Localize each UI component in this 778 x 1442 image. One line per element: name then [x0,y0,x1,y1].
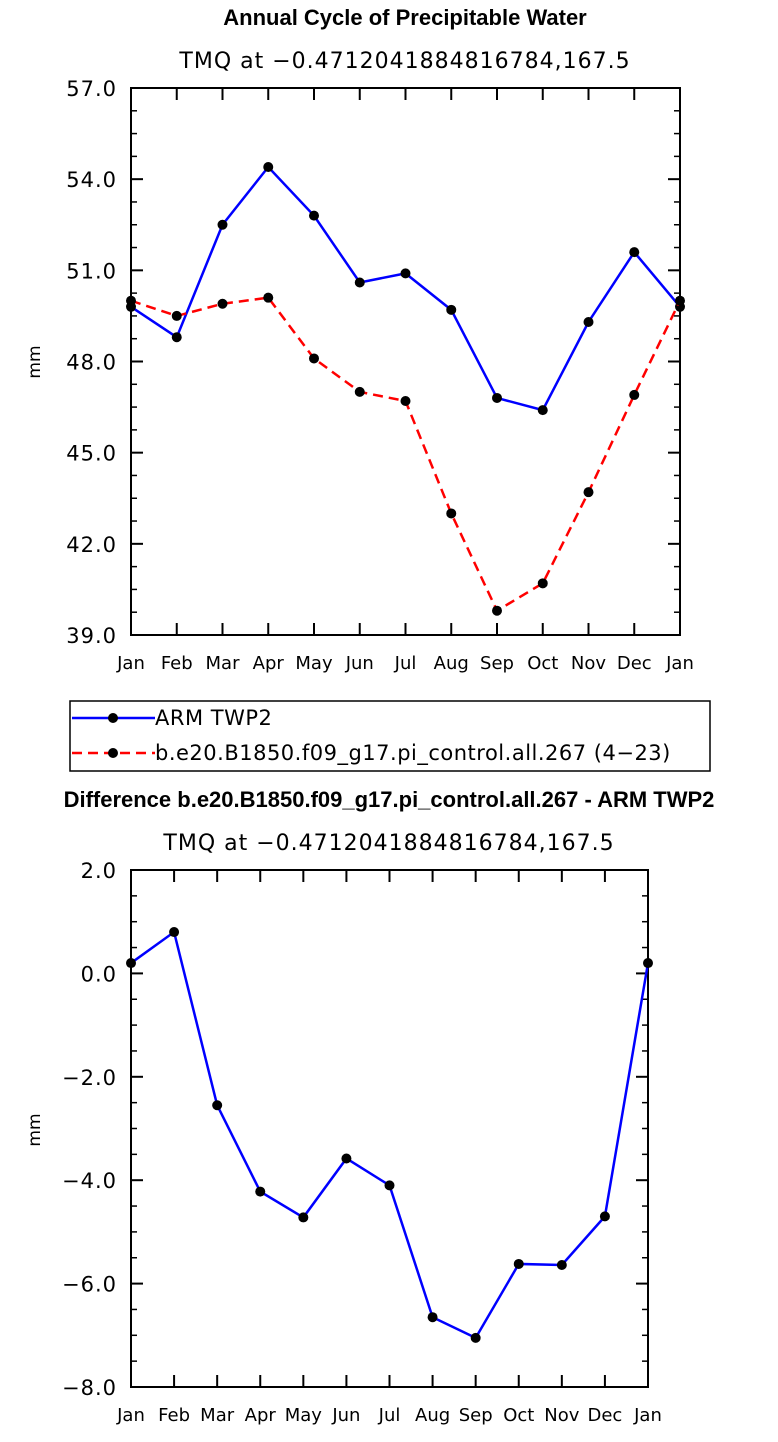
xtick-label: Jan [633,1405,662,1426]
chart2-plot: −8.0 −6.0 −4.0 −2.0 0.0 2.0 Jan Feb Mar Apr May Jun… [62,859,662,1426]
data-point [583,316,594,327]
xtick-label: Sep [459,1405,493,1426]
xtick-label: Jun [345,653,374,674]
xtick-label: Oct [527,653,558,674]
data-point [599,1211,610,1222]
data-point [217,219,228,230]
xtick-label: Mar [206,653,241,674]
data-point [643,958,653,969]
data-point [629,247,640,258]
xtick-label: Apr [253,653,285,674]
data-point [298,1212,309,1223]
ytick-label: 48.0 [66,351,117,375]
data-point [263,292,274,303]
data-point [537,578,548,589]
ytick-label: 57.0 [66,77,117,101]
chart1-plot: 39.0 42.0 45.0 48.0 51.0 54.0 57.0 Jan Feb Mar Apr… [66,77,694,674]
data-point [427,1312,438,1323]
xtick-label: May [295,653,333,674]
ytick-label: 45.0 [66,442,117,466]
series-line-0 [130,929,650,1340]
xtick-label: Aug [415,1405,450,1426]
legend-label-arm: ARM TWP2 [155,706,272,730]
ytick-label: 54.0 [66,168,117,192]
data-point [556,1259,567,1270]
xtick-label: Jul [394,653,417,674]
data-point [212,1100,223,1111]
data-point [513,1258,524,1269]
xtick-label: Nov [544,1405,579,1426]
data-point [263,162,274,173]
data-point [217,298,228,309]
data-point [446,508,457,519]
xtick-label: Sep [480,653,514,674]
ytick-label: −4.0 [62,1169,117,1193]
legend-label-model: b.e20.B1850.f09_g17.pi_control.all.267 (… [155,741,671,766]
xtick-label: Jan [116,653,145,674]
ytick-label: 39.0 [66,624,117,648]
data-point [583,487,594,498]
chart2-ylabel: mm [25,1113,45,1146]
xtick-label: Oct [503,1405,534,1426]
ytick-label: −2.0 [62,1066,117,1090]
xtick-label: Jan [116,1405,145,1426]
ytick-label: −6.0 [62,1273,117,1297]
data-point [126,958,136,969]
data-point [354,277,365,288]
ytick-label: 51.0 [66,259,117,283]
data-point [537,405,548,416]
chart1-subtitle: TMQ at −0.4712041884816784,167.5 [178,49,630,74]
xtick-label: Apr [245,1405,277,1426]
data-point [341,1153,352,1164]
data-point [675,295,685,306]
data-point [470,1332,481,1343]
xtick-label: Jun [331,1405,360,1426]
data-point [171,332,182,343]
data-point [171,310,182,321]
ytick-label: 42.0 [66,533,117,557]
chart1-ylabel: mm [25,345,45,378]
chart2-title: Difference b.e20.B1850.f09_g17.pi_contro… [64,787,715,812]
xtick-label: Mar [200,1405,235,1426]
ytick-label: −8.0 [62,1376,117,1400]
xtick-label: Jan [665,653,694,674]
xtick-label: Aug [434,653,469,674]
xtick-label: Feb [158,1405,190,1426]
legend-box [69,700,711,772]
legend-marker-arm [108,713,118,723]
xtick-label: Jul [378,1405,401,1426]
chart2-subtitle: TMQ at −0.4712041884816784,167.5 [162,831,614,856]
series-line-0 [130,165,681,412]
data-point [384,1180,395,1191]
data-point [400,268,411,279]
data-point [400,396,411,407]
data-point [309,210,319,221]
data-point [446,304,457,315]
data-point [354,386,365,397]
xtick-label: Feb [161,653,193,674]
data-point [126,295,136,306]
legend: ARM TWP2 b.e20.B1850.f09_g17.pi_control.… [69,700,711,772]
ytick-label: 0.0 [81,962,117,986]
data-point [492,605,502,616]
legend-marker-model [108,748,118,758]
xtick-label: May [285,1405,323,1426]
series-line-1 [130,296,682,613]
data-point [492,392,502,403]
xtick-label: Nov [571,653,606,674]
chart1-title: Annual Cycle of Precipitable Water [223,5,587,30]
xtick-label: Dec [617,653,652,674]
plot-frame [130,869,649,1388]
plot-frame [130,87,681,636]
data-point [169,927,180,938]
data-point [255,1186,266,1197]
ytick-label: 2.0 [81,859,117,883]
xtick-label: Dec [587,1405,622,1426]
data-point [309,353,319,364]
data-point [629,389,640,400]
